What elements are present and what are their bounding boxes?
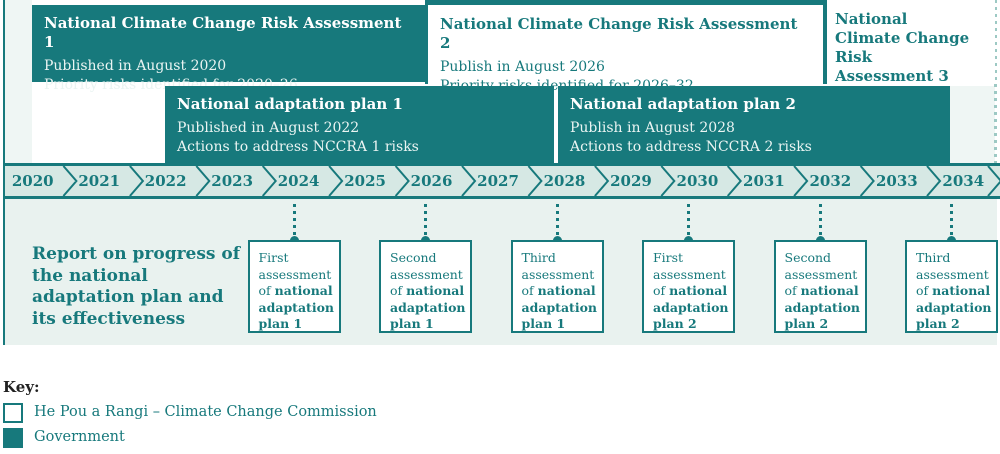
nccra-2-box: National Climate Change Risk Assessment … [425,0,827,94]
year-2031: 2031 [743,172,785,190]
nap-2-line2: Actions to address NCCRA 2 risks [570,139,812,155]
nap-2-title: National adaptation plan 2 [570,95,796,113]
assessment-prefix: Second assessment of [390,250,463,298]
year-2032: 2032 [809,172,852,190]
nap-1-line2: Actions to address NCCRA 1 risks [177,139,419,155]
government-swatch [3,428,23,448]
assessment-prefix: First assessment of [653,250,726,298]
timeline-right-strip [950,86,995,163]
year-2028: 2028 [543,172,586,190]
assessment-plan: national adaptation plan 1 [390,283,466,331]
timeline-left-strip [3,0,32,163]
nap-2-line1: Publish in August 2028 [570,120,735,136]
year-2033: 2033 [875,172,918,190]
year-2023: 2023 [211,172,254,190]
assessment-prefix: First assessment of [258,250,332,298]
nccra-1-box: National Climate Change Risk Assessment … [32,5,428,93]
timeline-band: 2020 2021 2022 2023 2024 2025 2026 2027 … [3,163,1000,199]
assessment-box-4: First assessment of national adaptation … [642,240,735,333]
key-label-commission: He Pou a Rangi – Climate Change Commissi… [34,404,377,420]
key-label-government: Government [34,429,125,445]
year-2022: 2022 [144,172,187,190]
key-heading: Key: [3,378,40,396]
nccra-3-title: National Climate Change Risk Assessment … [835,10,970,85]
year-2021: 2021 [78,172,121,190]
year-2020: 2020 [11,172,54,190]
assessment-box-6: Third assessment of national adaptation … [905,240,998,333]
assessment-box-5: Second assessment of national adaptation… [773,240,867,333]
nccra-2-line1: Publish in August 2026 [440,59,605,75]
year-2034: 2034 [942,172,985,190]
nccra-1-line1: Published in August 2020 [44,58,227,74]
nap-1-box: National adaptation plan 1 Published in … [165,86,554,163]
nap-2-box: National adaptation plan 2 Publish in Au… [558,86,950,163]
nccra-1-title: National Climate Change Risk Assessment … [44,14,402,51]
connector-dotted-line [424,204,427,236]
year-2029: 2029 [610,172,652,190]
year-2025: 2025 [344,172,386,190]
assessment-prefix: Third assessment of [916,250,989,298]
assessment-box-1: First assessment of national adaptation … [247,240,341,333]
year-2027: 2027 [477,172,519,190]
timeline-band-graphic [3,163,1000,199]
assessment-plan: national adaptation plan 2 [653,283,729,331]
year-2030: 2030 [676,172,719,190]
assessment-plan: national adaptation plan 2 [916,283,992,331]
progress-caption: Report on progress of the national adapt… [32,244,241,329]
assessment-prefix: Second assessment of [784,250,858,298]
connector-dotted-line [950,204,953,236]
commission-swatch [3,403,23,423]
timeline-years: 2020 2021 2022 2023 2024 2025 2026 2027 … [3,163,1000,199]
assessment-box-2: Second assessment of national adaptation… [379,240,472,333]
assessment-box-3: Third assessment of national adaptation … [510,240,604,333]
nccra-3-box: National Climate Change Risk Assessment … [827,0,995,85]
nap-1-line1: Published in August 2022 [177,120,360,136]
nccra-2-title: National Climate Change Risk Assessment … [440,15,798,52]
assessment-plan: national adaptation plan 1 [258,283,335,331]
assessment-plan: national adaptation plan 1 [521,283,598,331]
connector-dotted-line [818,204,822,236]
nap-1-title: National adaptation plan 1 [177,95,403,113]
connector-dotted-line [555,204,559,236]
year-chevrons [62,165,1000,197]
assessment-plan: national adaptation plan 2 [784,283,861,331]
connector-dotted-line [687,204,690,236]
year-2026: 2026 [410,172,453,190]
connector-dotted-line [292,204,296,236]
year-2024: 2024 [277,172,320,190]
assessment-prefix: Third assessment of [521,250,595,298]
